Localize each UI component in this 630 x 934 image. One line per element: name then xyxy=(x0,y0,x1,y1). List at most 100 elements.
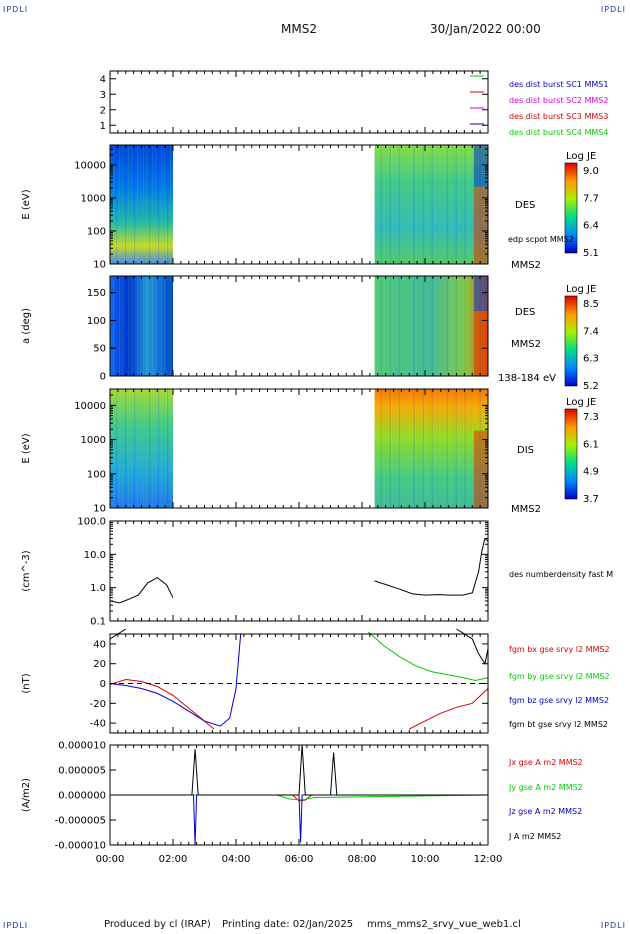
x-tick-label: 08:00 xyxy=(348,854,377,865)
spectrogram-streak xyxy=(137,276,139,376)
series-line-4-0 xyxy=(109,577,174,604)
panel-label: MMS2 xyxy=(511,504,541,515)
spacecraft-title: MMS2 xyxy=(281,22,317,36)
spectrogram-streak xyxy=(167,389,169,508)
panel-frame-0 xyxy=(109,70,489,134)
colorbar-tick-label: 8.5 xyxy=(583,299,599,310)
colorbar-title: Log JE xyxy=(566,284,596,295)
spectrogram-streak xyxy=(146,389,148,508)
spectrogram-streak xyxy=(134,145,136,264)
spectrogram-streak xyxy=(131,145,133,264)
spectrogram-streak xyxy=(146,276,148,376)
spectrogram-streak xyxy=(419,389,421,508)
spectrogram-streak xyxy=(434,145,436,264)
spectrogram-streak xyxy=(440,276,442,376)
spectrogram-streak xyxy=(170,145,172,264)
series-legend-5-0: fgm bx gse srvy l2 MMS2 xyxy=(509,645,610,654)
spectrogram-streak xyxy=(155,145,157,264)
y-tick-label: 0.1 xyxy=(90,617,106,628)
spectrogram-streak xyxy=(431,276,433,376)
spectrogram-streak xyxy=(389,145,391,264)
y-axis-label-6: (A/m2) xyxy=(21,778,32,812)
spectrogram-streak xyxy=(404,276,406,376)
spectrogram-cold-band xyxy=(473,145,488,187)
spectrogram-streak xyxy=(167,145,169,264)
spectrogram-streak xyxy=(464,276,466,376)
spectrogram-streak xyxy=(437,389,439,508)
colorbar-tick-label: 5.2 xyxy=(583,381,599,392)
x-tick-label: 00:00 xyxy=(96,854,125,865)
spectrogram-streak xyxy=(470,389,472,508)
spectrogram-streak xyxy=(377,145,379,264)
spectrogram-streak xyxy=(164,389,166,508)
spectrogram-streak xyxy=(377,389,379,508)
spectrogram-streak xyxy=(470,276,472,376)
series-line-5-0 xyxy=(409,688,489,730)
series-line-5-0 xyxy=(109,678,215,730)
spectrogram-streak xyxy=(455,389,457,508)
spectrogram-streak xyxy=(425,389,427,508)
spectrogram-streak xyxy=(461,145,463,264)
spectrogram-streak xyxy=(374,389,376,508)
spectrogram-streak xyxy=(455,145,457,264)
x-tick-label: 04:00 xyxy=(222,854,251,865)
y-tick-label: 0.000010 xyxy=(58,741,106,752)
spectrogram-streak xyxy=(155,276,157,376)
spectrogram-streak xyxy=(407,276,409,376)
panel-label: edp scpot MMS2 xyxy=(508,235,574,244)
spectrogram-streak xyxy=(440,145,442,264)
spectrogram-streak xyxy=(170,276,172,376)
spectrogram-streak xyxy=(155,389,157,508)
spectrogram-streak xyxy=(116,389,118,508)
spectrogram-streak xyxy=(470,145,472,264)
series-line-4-0 xyxy=(374,537,489,596)
spectrogram-streak xyxy=(374,145,376,264)
y-tick-label: 100 xyxy=(87,226,106,237)
panel-label: DIS xyxy=(517,445,534,456)
spectrogram-streak xyxy=(440,389,442,508)
colorbar-tick-label: 6.4 xyxy=(583,221,599,232)
y-tick-label: 0.000005 xyxy=(58,766,106,777)
spectrogram-streak xyxy=(467,145,469,264)
y-tick-label: 20 xyxy=(93,659,106,670)
spectrogram-streak xyxy=(413,145,415,264)
series-legend-6-0: Jx gse A m2 MMS2 xyxy=(508,758,583,767)
spectrogram-streak xyxy=(140,145,142,264)
spectrogram-streak xyxy=(431,145,433,264)
panel-label: 138-184 eV xyxy=(498,373,556,384)
spectrogram-streak xyxy=(428,145,430,264)
colorbar-tick-label: 4.9 xyxy=(583,467,599,478)
colorbar-3 xyxy=(564,408,578,500)
y-tick-label: 10000 xyxy=(74,401,106,412)
y-tick-label: 3 xyxy=(100,90,106,101)
spectrogram-streak xyxy=(119,389,121,508)
colorbar-tick-label: 6.3 xyxy=(583,354,599,365)
colorbar-tick-label: 7.7 xyxy=(583,193,599,204)
spectrogram-streak xyxy=(113,389,115,508)
spectrogram-streak xyxy=(110,145,112,264)
spectrogram-streak xyxy=(383,276,385,376)
corner-tag-top-right: IPDLI xyxy=(600,5,626,14)
spectrogram-streak xyxy=(461,389,463,508)
x-tick-label: 10:00 xyxy=(411,854,440,865)
spectrogram-streak xyxy=(161,389,163,508)
spectrogram-streak xyxy=(158,389,160,508)
spectrogram-streak xyxy=(458,145,460,264)
spectrogram-block-1-0 xyxy=(110,145,173,264)
spectrogram-streak xyxy=(416,389,418,508)
footer-produced: Produced by cl (IRAP) xyxy=(104,919,211,930)
spectrogram-streak xyxy=(137,145,139,264)
colorbar-2 xyxy=(564,295,578,387)
spectrogram-block-1-1 xyxy=(374,145,488,264)
panel-label: MMS2 xyxy=(511,260,541,271)
spectrogram-streak xyxy=(143,145,145,264)
spectrogram-streak xyxy=(410,276,412,376)
spectrogram-streak xyxy=(401,389,403,508)
spectrogram-streak xyxy=(389,276,391,376)
spectrogram-streak xyxy=(395,145,397,264)
series-legend-6-3: J A m2 MMS2 xyxy=(508,832,561,841)
spectrogram-streak xyxy=(386,276,388,376)
spectrogram-streak xyxy=(146,145,148,264)
spectrogram-streak xyxy=(455,276,457,376)
spectrogram-streak xyxy=(443,145,445,264)
